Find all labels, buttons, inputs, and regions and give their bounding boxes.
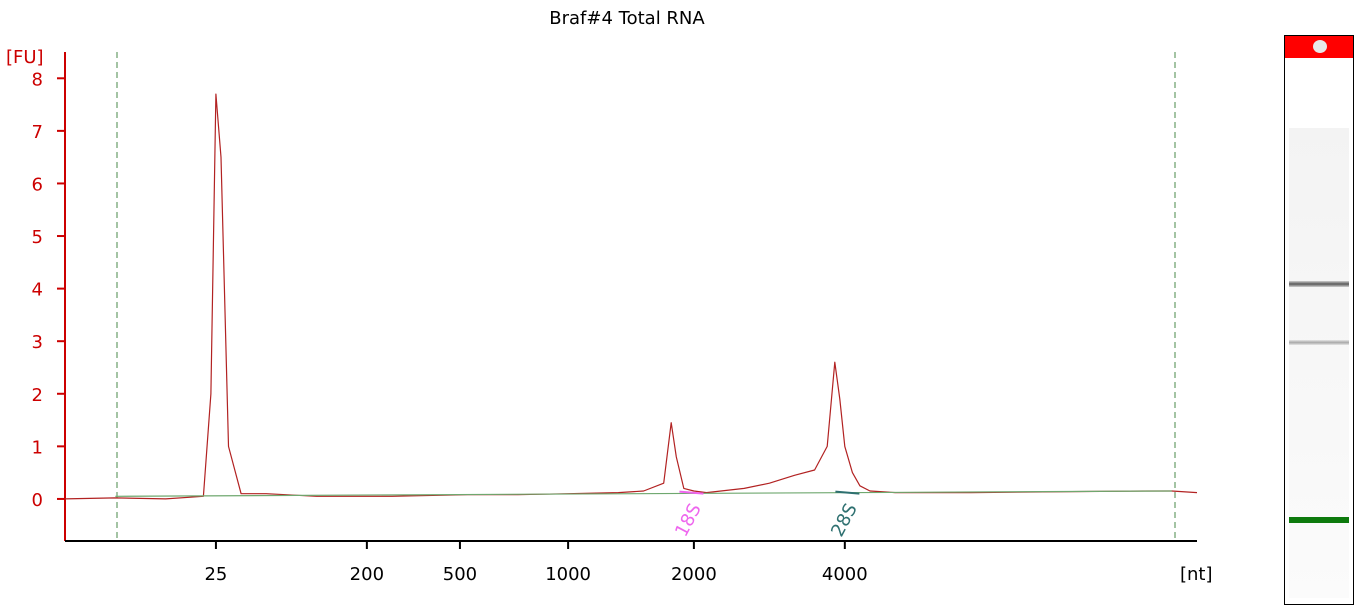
baseline-line [115,490,1172,497]
y-tick-label: 2 [32,385,43,406]
y-tick-label: 6 [32,174,43,195]
trace-line [64,93,1198,500]
y-tick-label: 0 [32,490,43,511]
markers-layer: 18S 28S [671,490,862,540]
x-axis-label: [nt] [1180,564,1213,585]
grid-layer [116,52,1176,541]
x-tick-label: 200 [350,564,384,585]
gel-marker-dot-icon [1313,40,1327,53]
gel-band-28s [1289,281,1349,287]
gel-lane-image [1284,35,1354,605]
marker-tick [679,490,704,495]
chart-title: Braf#4 Total RNA [549,8,705,29]
gel-band-18s [1289,340,1349,345]
x-tick-label: 4000 [822,564,868,585]
y-tick-label: 8 [32,69,43,90]
y-tick-label: 5 [32,227,43,248]
marker-label: 28S [827,500,862,540]
x-tick-label: 2000 [671,564,717,585]
x-tick-label: 1000 [545,564,591,585]
gel-lower-marker-band [1289,517,1349,523]
y-tick-label: 4 [32,280,43,301]
x-tick-label: 500 [443,564,477,585]
y-axis-label: [FU] [6,47,44,68]
x-tick-label: 25 [204,564,227,585]
gel-lane-background [1289,128,1349,598]
marker-tick [835,490,860,495]
axes-layer: 0 1 2 3 4 5 6 7 8 25 200 500 1000 2000 4000 [32,52,1197,585]
series-layer [64,93,1198,500]
y-tick-label: 3 [32,332,43,353]
gel-upper-marker-band [1285,36,1353,58]
marker-label: 18S [671,500,706,540]
y-tick-label: 1 [32,437,43,458]
electropherogram-chart: Braf#4 Total RNA [FU] [nt] 0 1 2 3 4 5 6 7 8 25 20… [6,8,1213,585]
y-tick-label: 7 [32,122,43,143]
